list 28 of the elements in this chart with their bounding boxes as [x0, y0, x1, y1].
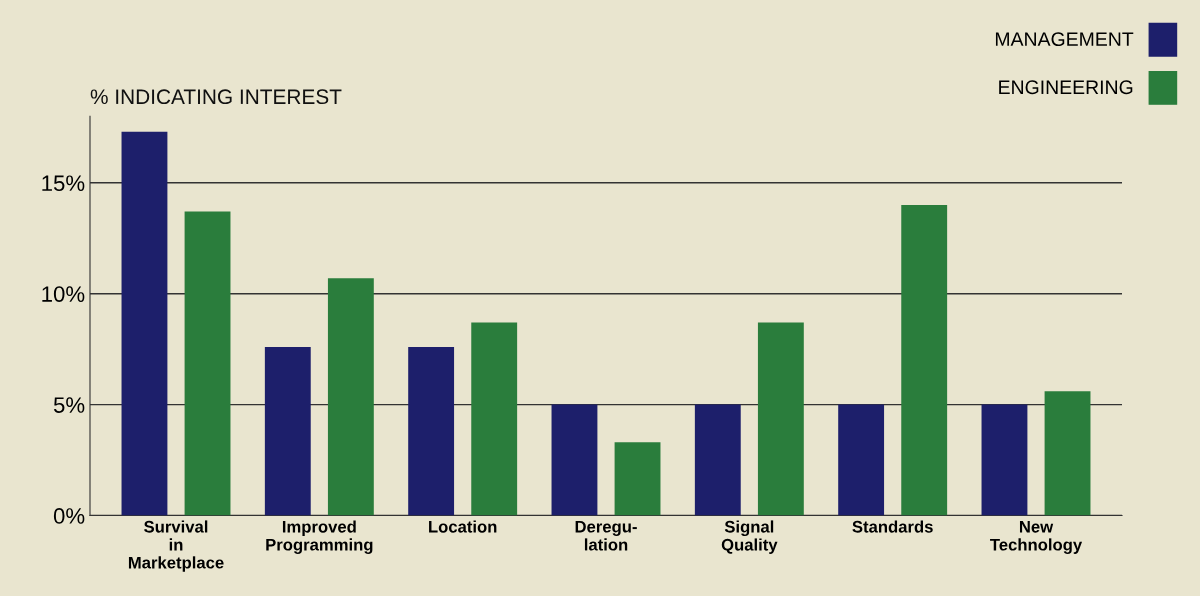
x-tick-label: Standards [852, 520, 933, 533]
x-tick-label: Signal Quality [721, 520, 778, 554]
bar [327, 278, 374, 516]
bar [551, 404, 598, 516]
y-tick-label: 0% [53, 508, 85, 524]
x-tick-label: Improved Programming [266, 520, 373, 554]
bar [838, 404, 885, 516]
bar [614, 442, 661, 516]
bar [1044, 391, 1091, 516]
bar [757, 322, 804, 516]
legend-label: ENGINEERING [999, 80, 1133, 95]
x-tick-label: New Technology [990, 521, 1083, 554]
y-tick-label: 15% [42, 175, 85, 192]
x-tick-label: Survival in Marketplace [128, 520, 224, 572]
legend-label: MANAGEMENT [995, 32, 1134, 47]
bar [264, 346, 311, 516]
x-tick-label: Deregu- lation [575, 520, 637, 551]
bar [471, 322, 518, 516]
y-tick-label: 10% [42, 286, 85, 302]
bar [184, 211, 231, 516]
y-tick-label: 5% [53, 397, 85, 413]
bar [121, 131, 168, 516]
x-tick-label: Location [429, 520, 497, 533]
bar [408, 346, 455, 516]
bar [901, 204, 948, 516]
bar [694, 404, 741, 516]
y-axis-title: % INDICATING INTEREST [90, 89, 342, 105]
bar [981, 404, 1028, 516]
